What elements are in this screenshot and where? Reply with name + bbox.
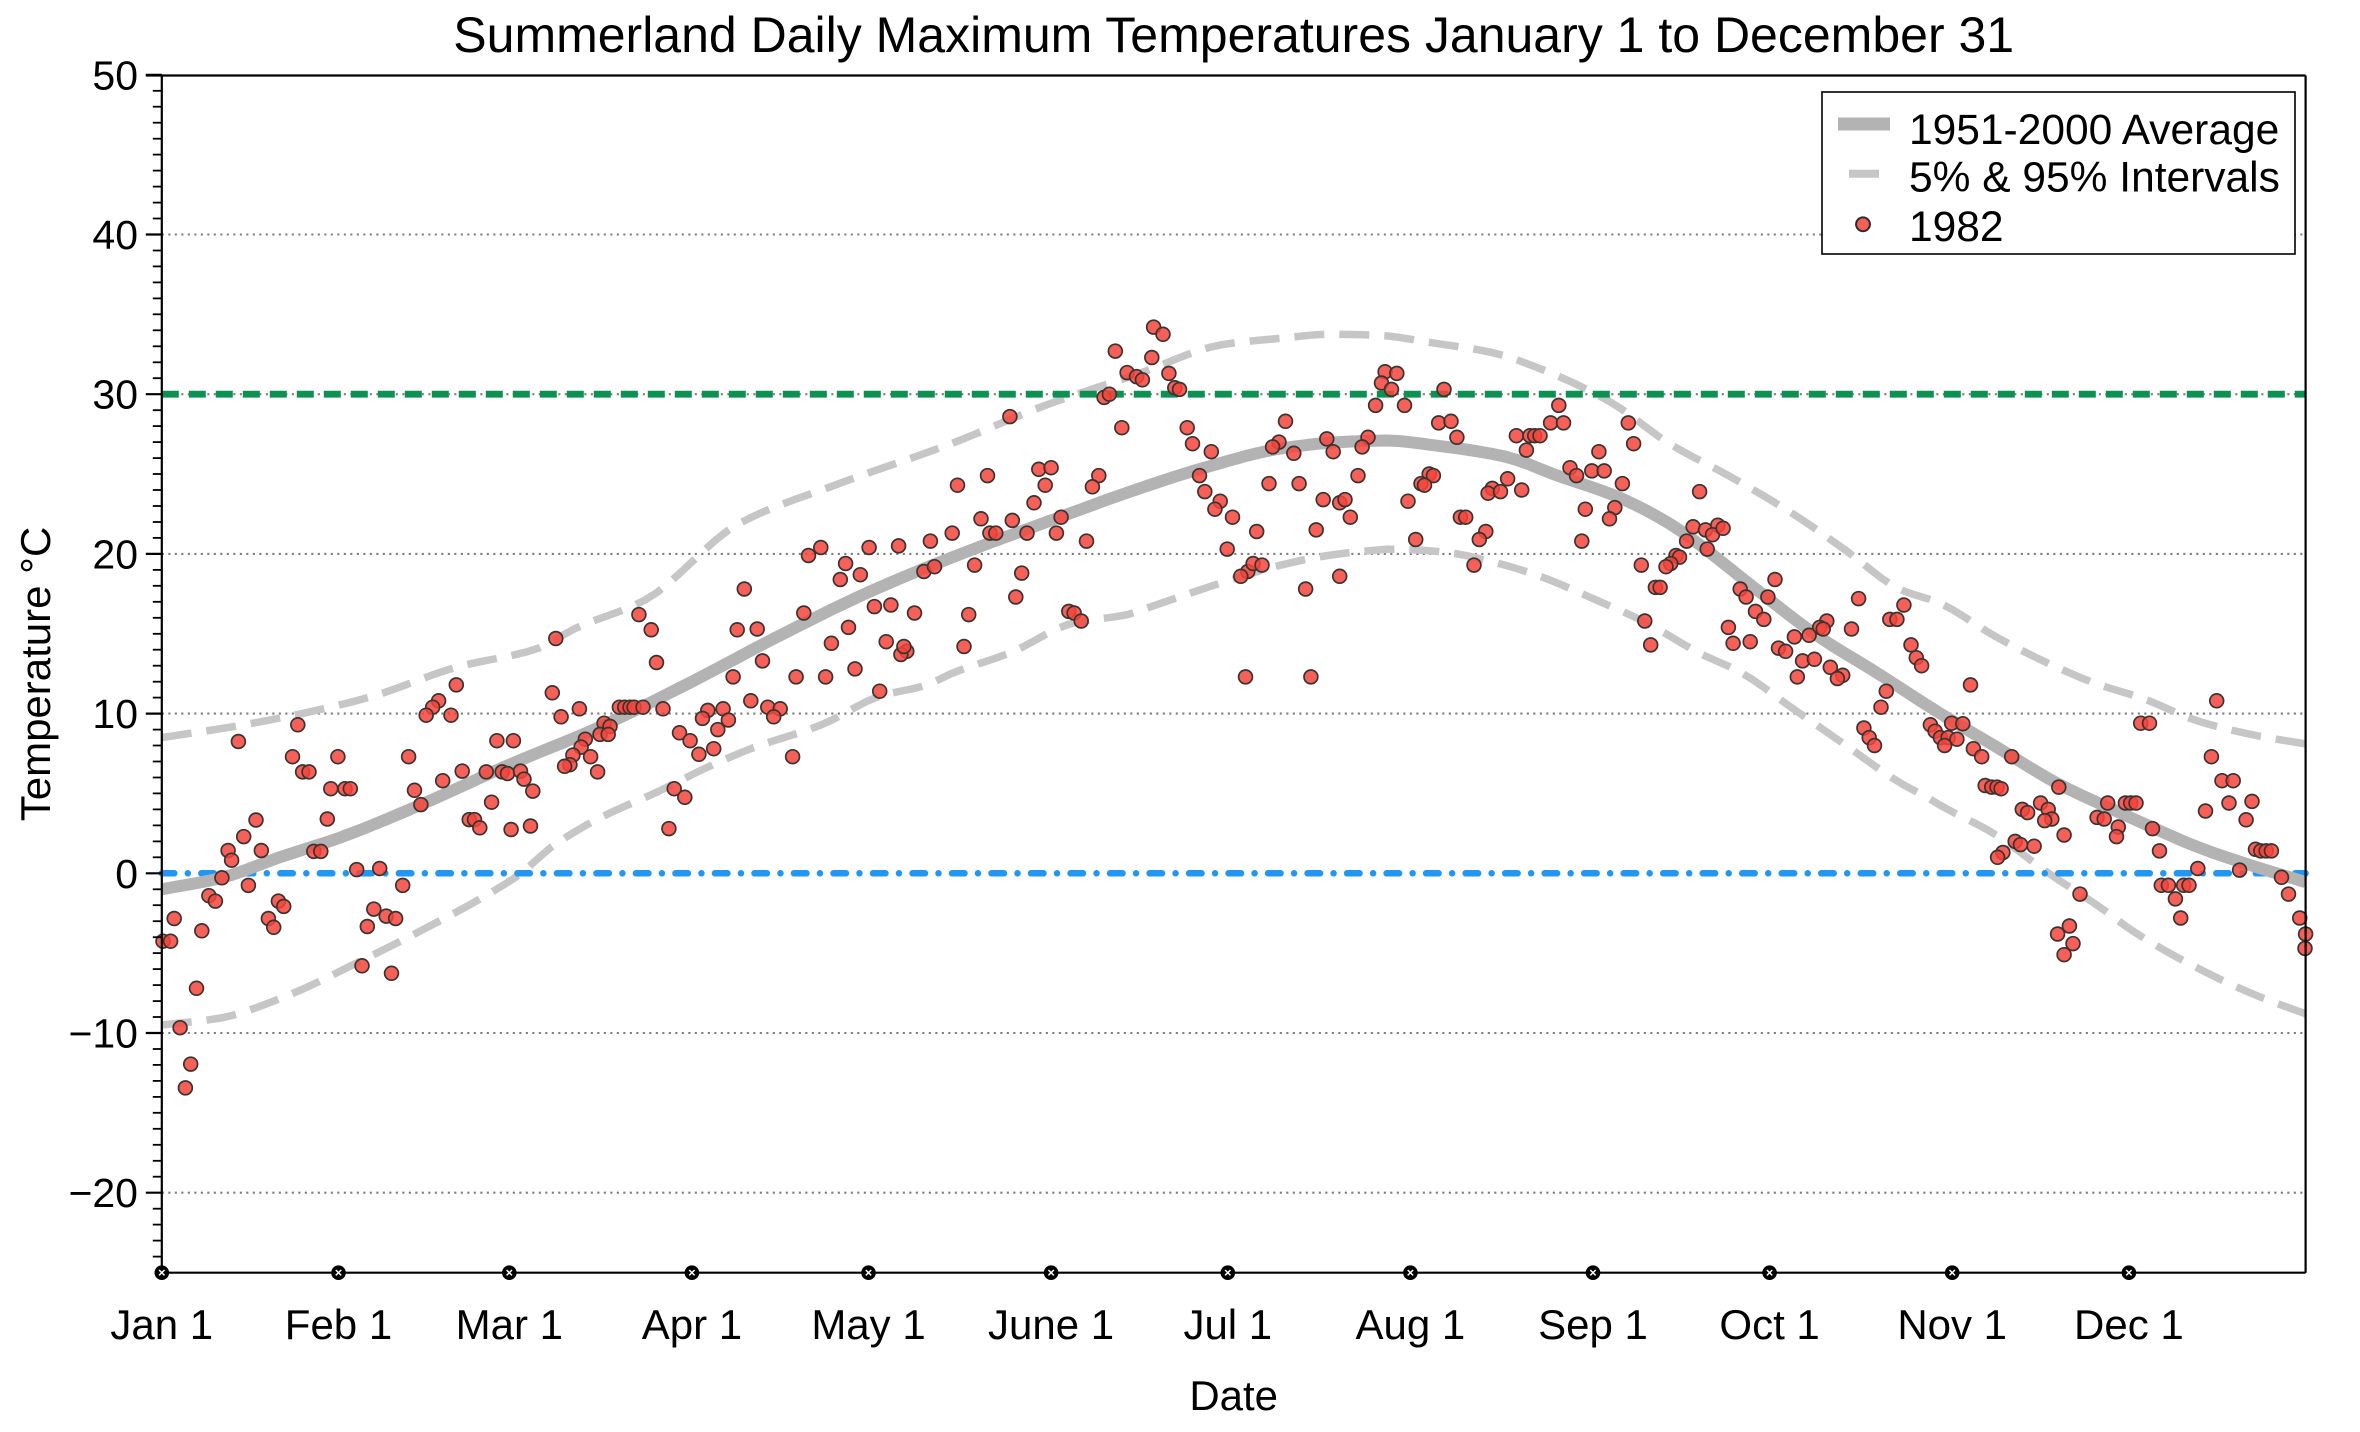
svg-text:Jan 1: Jan 1 <box>110 1301 213 1348</box>
svg-text:Temperature °C: Temperature °C <box>12 527 59 822</box>
svg-text:Nov 1: Nov 1 <box>1897 1301 2007 1348</box>
svg-text:1951-2000 Average: 1951-2000 Average <box>1909 107 2279 154</box>
svg-text:20: 20 <box>92 531 138 577</box>
svg-text:Apr 1: Apr 1 <box>642 1301 742 1348</box>
svg-text:Aug 1: Aug 1 <box>1356 1301 1466 1348</box>
svg-text:−20: −20 <box>68 1170 138 1216</box>
svg-text:Jul 1: Jul 1 <box>1183 1301 1272 1348</box>
svg-text:30: 30 <box>92 372 138 418</box>
svg-text:June 1: June 1 <box>988 1301 1114 1348</box>
svg-text:Sep 1: Sep 1 <box>1538 1301 1648 1348</box>
svg-text:May 1: May 1 <box>811 1301 925 1348</box>
svg-text:−10: −10 <box>68 1011 138 1057</box>
svg-text:Mar 1: Mar 1 <box>456 1301 563 1348</box>
svg-text:0: 0 <box>115 851 138 897</box>
svg-text:50: 50 <box>92 52 138 98</box>
svg-text:Dec 1: Dec 1 <box>2074 1301 2184 1348</box>
svg-text:1982: 1982 <box>1909 204 2004 251</box>
svg-text:40: 40 <box>92 212 138 258</box>
svg-text:Date: Date <box>1189 1372 1278 1419</box>
svg-text:10: 10 <box>92 691 138 737</box>
svg-text:Summerland Daily Maximum Tempe: Summerland Daily Maximum Temperatures Ja… <box>453 7 2014 63</box>
svg-text:5% & 95% Intervals: 5% & 95% Intervals <box>1909 155 2280 202</box>
svg-text:Oct 1: Oct 1 <box>1719 1301 1819 1348</box>
svg-text:Feb 1: Feb 1 <box>285 1301 392 1348</box>
